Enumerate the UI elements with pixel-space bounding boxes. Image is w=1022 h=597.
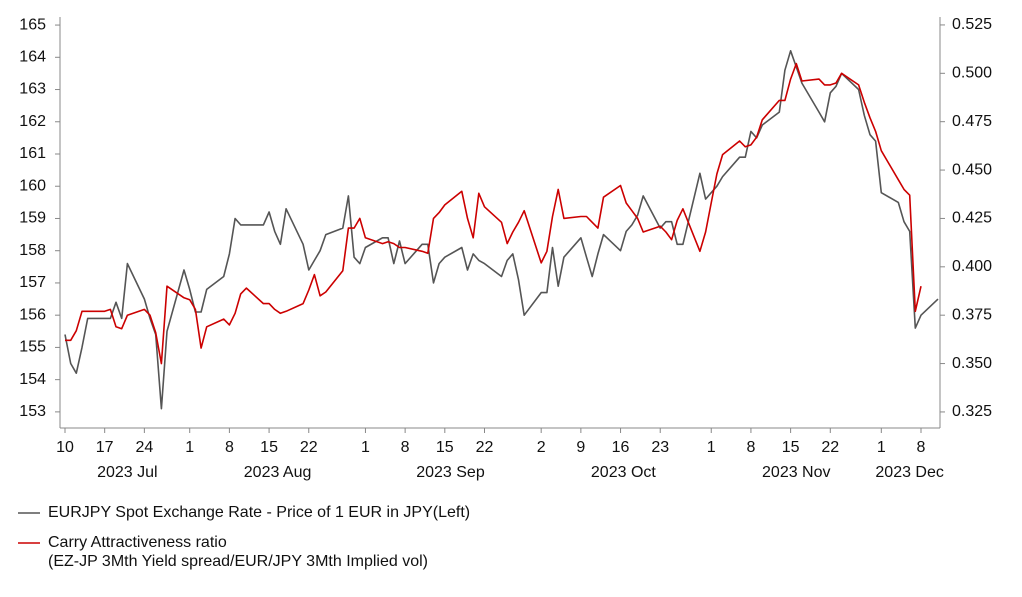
x-tick-label: 22: [476, 439, 494, 456]
series-line: [65, 62, 922, 365]
y-tick-label: 157: [19, 274, 46, 291]
y2-tick-label: 0.450: [952, 161, 992, 178]
x-tick-label: 10: [56, 439, 74, 456]
x-tick-label: 8: [225, 439, 234, 456]
y2-tick-label: 0.325: [952, 403, 992, 420]
x-month-label: 2023 Aug: [244, 464, 312, 481]
legend-label: Carry Attractiveness ratio (EZ-JP 3Mth Y…: [48, 534, 428, 570]
y2-tick-label: 0.500: [952, 65, 992, 82]
y-tick-label: 161: [19, 145, 46, 162]
y2-tick-label: 0.350: [952, 355, 992, 372]
y-tick-label: 154: [19, 371, 46, 388]
y-tick-label: 153: [19, 403, 46, 420]
x-tick-label: 1: [877, 439, 886, 456]
x-month-label: 2023 Nov: [762, 464, 831, 481]
x-month-label: 2023 Oct: [591, 464, 656, 481]
x-tick-label: 1: [707, 439, 716, 456]
y2-tick-label: 0.425: [952, 210, 992, 227]
x-tick-label: 24: [135, 439, 153, 456]
x-tick-label: 16: [612, 439, 630, 456]
y2-tick-label: 0.475: [952, 113, 992, 130]
x-tick-label: 9: [576, 439, 585, 456]
y-tick-label: 155: [19, 339, 46, 356]
y-tick-label: 163: [19, 81, 46, 98]
x-tick-label: 22: [821, 439, 839, 456]
x-month-label: 2023 Dec: [875, 464, 944, 481]
y-tick-label: 158: [19, 242, 46, 259]
y2-tick-label: 0.525: [952, 16, 992, 33]
x-tick-label: 22: [300, 439, 318, 456]
x-tick-label: 15: [782, 439, 800, 456]
legend-label: EURJPY Spot Exchange Rate - Price of 1 E…: [48, 504, 471, 521]
x-month-label: 2023 Jul: [97, 464, 158, 481]
y2-tick-label: 0.400: [952, 258, 992, 275]
y2-tick-label: 0.375: [952, 306, 992, 323]
x-tick-label: 2: [537, 439, 546, 456]
y-tick-label: 156: [19, 306, 46, 323]
x-tick-label: 15: [436, 439, 454, 456]
x-tick-label: 1: [185, 439, 194, 456]
y-tick-label: 162: [19, 113, 46, 130]
x-tick-label: 23: [651, 439, 669, 456]
y-tick-label: 159: [19, 210, 46, 227]
x-tick-label: 1: [361, 439, 370, 456]
x-month-label: 2023 Sep: [416, 464, 485, 481]
x-tick-label: 17: [96, 439, 114, 456]
y-tick-label: 165: [19, 16, 46, 33]
y-tick-label: 164: [19, 49, 46, 66]
x-tick-label: 8: [917, 439, 926, 456]
x-tick-label: 8: [746, 439, 755, 456]
series-line: [64, 50, 939, 410]
x-tick-label: 15: [260, 439, 278, 456]
y-tick-label: 160: [19, 177, 46, 194]
x-tick-label: 8: [401, 439, 410, 456]
